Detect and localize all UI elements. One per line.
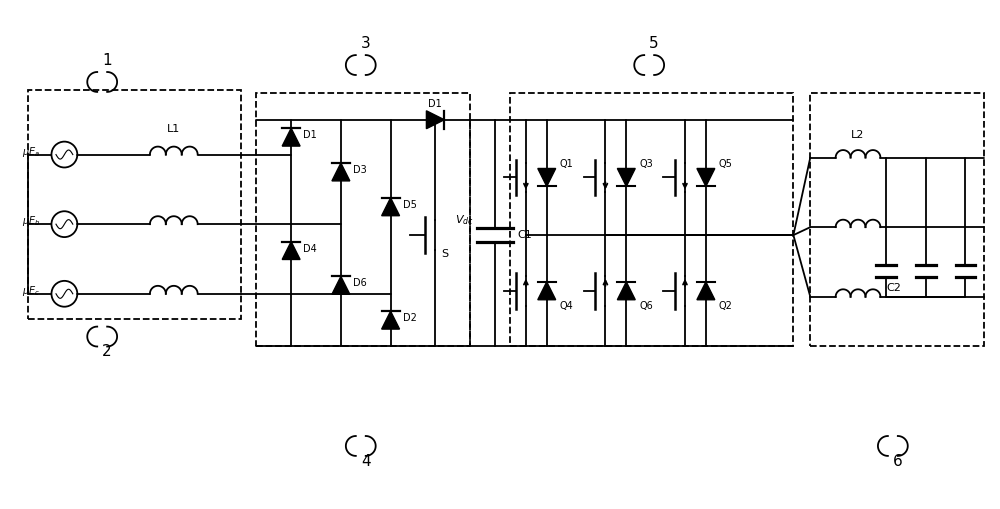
Text: C2: C2 (886, 283, 901, 293)
Text: 5: 5 (649, 36, 659, 51)
Polygon shape (538, 282, 556, 300)
Polygon shape (282, 242, 300, 260)
Text: Q2: Q2 (719, 301, 733, 310)
Text: D1: D1 (428, 99, 442, 109)
Text: D3: D3 (353, 165, 367, 175)
Polygon shape (538, 168, 556, 186)
Polygon shape (426, 111, 444, 129)
Text: D4: D4 (303, 243, 317, 253)
Polygon shape (617, 168, 635, 186)
Bar (28, 90, 241, 319)
Text: D2: D2 (403, 313, 416, 323)
Text: Q6: Q6 (639, 301, 653, 310)
Polygon shape (697, 282, 715, 300)
Polygon shape (382, 198, 400, 216)
Text: Q5: Q5 (719, 159, 733, 169)
Polygon shape (332, 163, 350, 181)
Text: D6: D6 (353, 278, 367, 288)
Text: 1: 1 (102, 53, 112, 68)
Text: $V_{dc}$: $V_{dc}$ (455, 213, 474, 227)
Text: 2: 2 (102, 345, 112, 359)
Text: S: S (441, 249, 448, 259)
Polygon shape (617, 282, 635, 300)
Text: $\mu E_b$: $\mu E_b$ (22, 214, 41, 228)
Polygon shape (332, 276, 350, 294)
Text: Q3: Q3 (639, 159, 653, 169)
Polygon shape (282, 128, 300, 146)
Text: Q1: Q1 (560, 159, 573, 169)
Text: $\mu E_a$: $\mu E_a$ (22, 145, 41, 159)
Bar (256, 93, 470, 347)
Text: Q4: Q4 (560, 301, 573, 310)
Text: 4: 4 (361, 454, 371, 469)
Text: C1: C1 (517, 230, 532, 240)
Text: D1: D1 (303, 130, 317, 140)
Text: $\mu E_c$: $\mu E_c$ (22, 284, 41, 298)
Text: 3: 3 (361, 36, 371, 51)
Text: D5: D5 (403, 200, 416, 210)
Bar (510, 93, 793, 347)
Text: L1: L1 (167, 124, 180, 134)
Bar (810, 93, 984, 347)
Text: L2: L2 (851, 130, 865, 139)
Polygon shape (697, 168, 715, 186)
Polygon shape (382, 311, 400, 329)
Text: 6: 6 (893, 454, 903, 469)
